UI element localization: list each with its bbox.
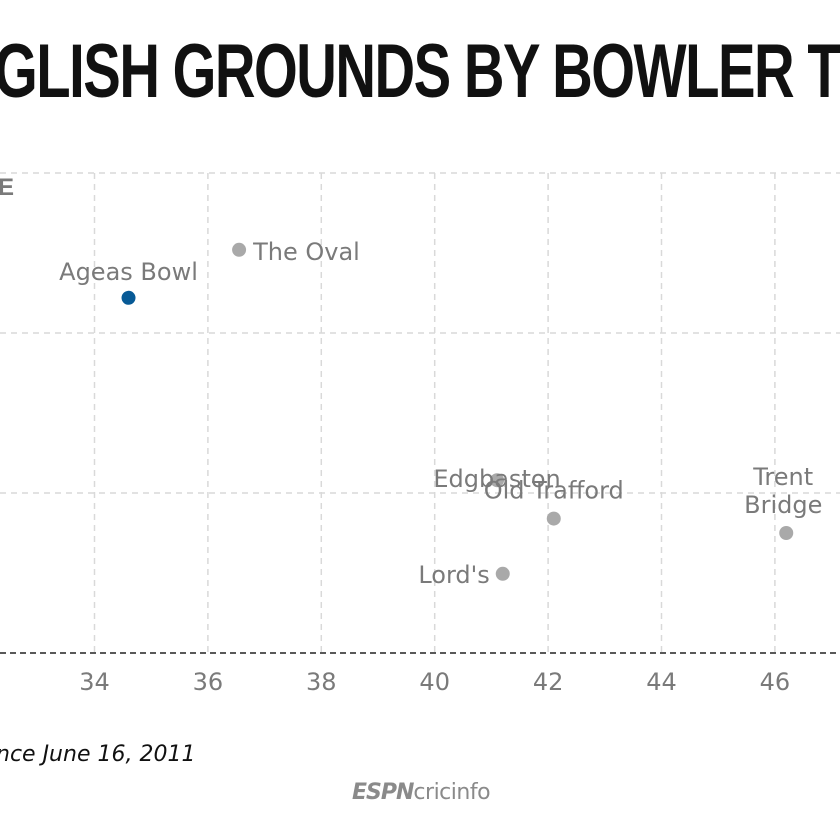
data-label: Lord's [418,561,489,589]
data-label: Edgbaston [433,465,560,493]
x-tick-label: 42 [533,668,564,696]
x-tick-label: 34 [79,668,110,696]
data-point [495,566,510,581]
cricinfo-wordmark: cricinfo [413,780,491,805]
x-tick-label: 36 [193,668,224,696]
data-point [546,511,561,526]
data-point [779,526,794,540]
chart-title: GLISH GROUNDS BY BOWLER TY [0,29,840,114]
espn-wordmark: ESPN [352,780,414,805]
data-point [490,473,505,488]
data-label: Old Trafford [484,477,624,505]
data-label: Trent Bridge [744,463,822,519]
gridlines [0,172,840,654]
x-tick-label: 44 [646,668,677,696]
x-tick-label: 46 [760,668,791,696]
data-label: Ageas Bowl [59,258,198,286]
x-tick-labels: 34 36 38 40 42 44 46 [79,668,790,696]
data-label: The Oval [252,238,360,266]
footnote: nce June 16, 2011 [0,742,196,767]
data-label-line: Trent [752,463,813,491]
data-point [232,242,247,257]
x-tick-label: 38 [306,668,337,696]
x-tick-label: 40 [419,668,450,696]
espncricinfo-logo: ESPNcricinfo [352,780,491,805]
y-axis-label-fragment: E [0,174,15,201]
data-points [121,242,794,581]
data-label-line: Bridge [744,491,822,519]
data-point [121,290,136,305]
